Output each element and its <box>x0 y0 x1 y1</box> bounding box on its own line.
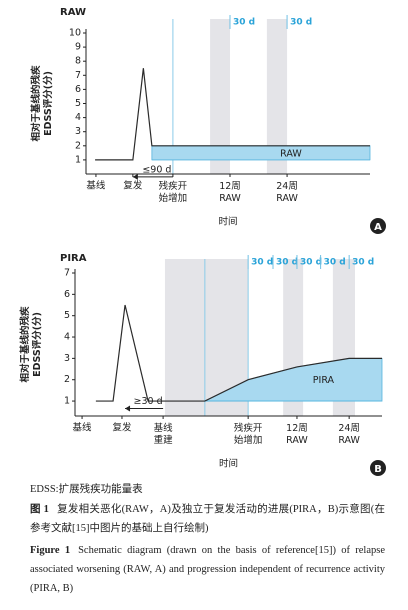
y-tick-label: 4 <box>75 112 81 123</box>
band-label: 30 d <box>290 18 312 28</box>
caption-en: Figure 1 Schematic diagram (drawn on the … <box>30 541 385 598</box>
badge <box>370 218 386 234</box>
y-axis-title: 相对于基线的残疾EDSS评分(分) <box>19 306 43 383</box>
badge-label: B <box>374 464 382 475</box>
arrow-head <box>125 405 131 412</box>
chart-title: RAW <box>60 7 86 18</box>
area-label: PIRA <box>313 375 335 386</box>
x-tick-label: 残疾开始增加 <box>159 180 188 204</box>
band-label: 30 d <box>276 258 298 268</box>
y-tick-label: 1 <box>75 154 81 165</box>
y-tick-label: 3 <box>75 126 81 137</box>
y-tick-label: 1 <box>64 396 70 407</box>
period-band <box>210 19 230 174</box>
y-tick-label: 5 <box>75 98 81 109</box>
band-label: 30 d <box>352 258 374 268</box>
chart-title: PIRA <box>60 253 87 264</box>
interval-label: ≥30 d <box>134 396 163 407</box>
caption-zh: 图 1 复发相关恶化(RAW，A)及独立于复发活动的进展(PIRA，B)示意图(在… <box>30 500 385 538</box>
x-tick-label: 残疾开始增加 <box>234 422 263 446</box>
band-label: 30 d <box>300 258 322 268</box>
y-tick-label: 7 <box>75 70 81 81</box>
x-tick-label: 复发 <box>123 180 143 192</box>
x-tick-label: 12周 RAW <box>286 423 308 446</box>
x-tick-label: 基线 <box>73 422 93 434</box>
y-tick-label: 6 <box>64 289 70 300</box>
area-label: RAW <box>280 148 302 159</box>
caption-zh-label: 图 1 <box>30 504 49 515</box>
y-axis-title: 相对于基线的残疾EDSS评分(分) <box>30 65 54 142</box>
caption-note: EDSS:扩展残疾功能量表 <box>30 484 143 495</box>
x-tick-label: 基线重建 <box>154 422 174 446</box>
y-tick-label: 4 <box>64 332 70 343</box>
x-axis-title: 时间 <box>218 216 237 228</box>
y-tick-label: 6 <box>75 84 81 95</box>
caption-en-text: Schematic diagram (drawn on the basis of… <box>30 545 385 594</box>
x-tick-label: 基线 <box>86 180 106 192</box>
y-tick-label: 10 <box>69 28 81 39</box>
y-tick-label: 8 <box>75 56 81 67</box>
band-label: 30 d <box>251 258 273 268</box>
period-band <box>266 19 288 174</box>
y-tick-label: 2 <box>75 140 81 151</box>
x-tick-label: 24周 RAW <box>338 423 360 446</box>
arrow-head <box>132 173 138 180</box>
caption-zh-text: 复发相关恶化(RAW，A)及独立于复发活动的进展(PIRA，B)示意图(在参考文… <box>30 504 385 534</box>
caption-en-label: Figure 1 <box>30 545 71 556</box>
y-tick-label: 2 <box>64 374 70 385</box>
badge-label: A <box>374 222 382 233</box>
badge <box>370 460 386 476</box>
x-tick-label: 复发 <box>112 422 132 434</box>
line <box>95 68 370 161</box>
x-tick-label: 24周 RAW <box>276 181 298 204</box>
band-label: 30 d <box>233 18 255 28</box>
area <box>151 145 371 161</box>
x-axis-title: 时间 <box>219 458 238 470</box>
y-tick-label: 3 <box>64 353 70 364</box>
x-tick-label: 12周 RAW <box>219 181 241 204</box>
y-tick-label: 7 <box>64 268 70 279</box>
line <box>95 304 382 402</box>
band-label: 30 d <box>324 258 346 268</box>
interval-label: ≤90 d <box>142 164 171 175</box>
y-tick-label: 9 <box>75 42 81 53</box>
y-tick-label: 5 <box>64 310 70 321</box>
